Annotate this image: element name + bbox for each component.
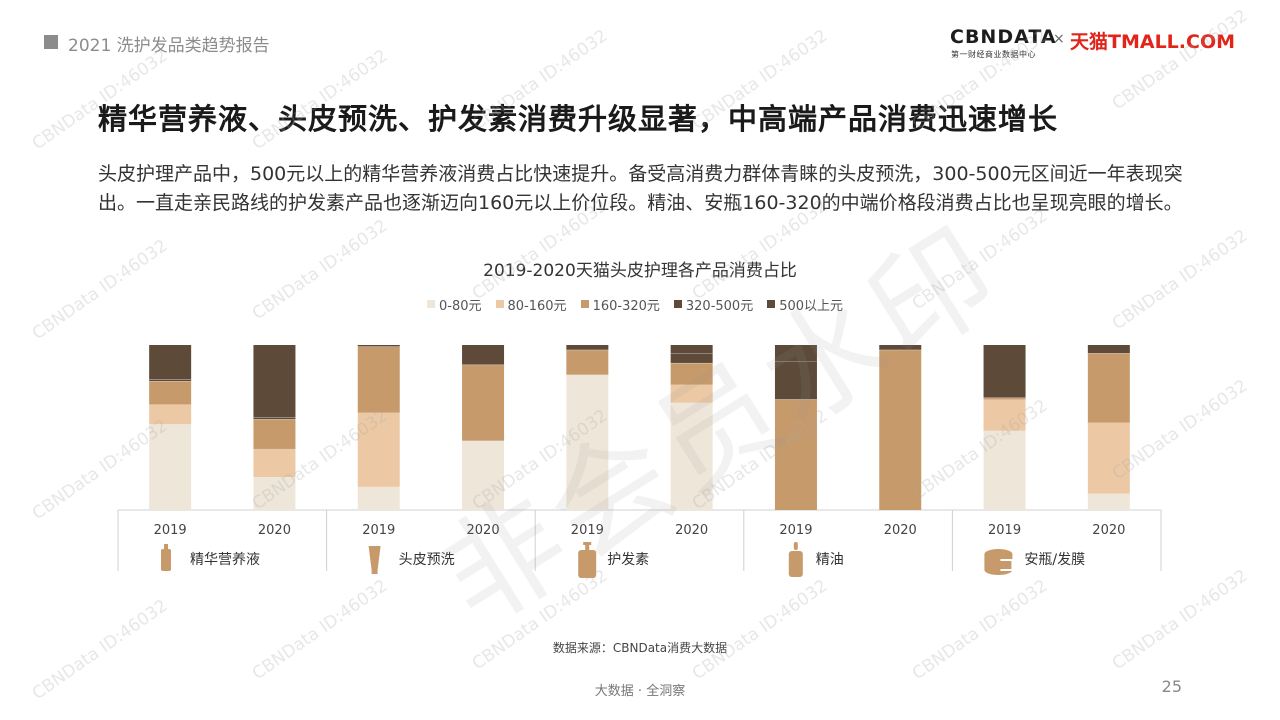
serum-bottle-icon xyxy=(161,549,171,571)
bar-segment xyxy=(149,424,192,510)
legend-label: 320-500元 xyxy=(685,298,754,314)
bar-segment xyxy=(462,440,505,510)
x-tick-label: 2020 xyxy=(1092,523,1125,538)
bar-segment xyxy=(983,399,1026,431)
data-source: 数据来源：CBNData消费大数据 xyxy=(552,641,728,655)
bar-segment xyxy=(670,384,713,403)
bar-segment xyxy=(149,345,192,380)
report-title: 2021 洗护发品类趋势报告 xyxy=(68,36,270,56)
page-title: 精华营养液、头皮预洗、护发素消费升级显著，中高端产品消费迅速增长 xyxy=(98,102,1059,136)
brand-separator: × xyxy=(1053,31,1065,47)
footer-tagline: 大数据 · 全洞察 xyxy=(594,684,686,699)
jar-icon xyxy=(984,565,1013,575)
group-label: 精华营养液 xyxy=(190,552,260,568)
pump-bottle-icon xyxy=(583,542,592,545)
bar-segment xyxy=(462,345,505,365)
x-tick-label: 2019 xyxy=(779,523,812,538)
group-label: 头皮预洗 xyxy=(399,552,455,568)
legend-item: 0-80元 xyxy=(427,295,482,314)
bar-segment xyxy=(774,399,817,510)
bar-segment xyxy=(149,379,192,382)
x-tick-label: 2020 xyxy=(258,523,291,538)
bar-segment xyxy=(879,345,922,350)
group-label: 护发素 xyxy=(607,552,649,568)
bar-segment xyxy=(357,412,400,487)
bar-segment xyxy=(774,345,817,362)
bar-segment xyxy=(149,381,192,405)
dropper-bottle-icon xyxy=(788,551,803,577)
x-tick-label: 2020 xyxy=(467,523,500,538)
bar-segment xyxy=(1087,493,1130,510)
bar-segment xyxy=(1087,345,1130,354)
bar-segment xyxy=(566,345,609,350)
bar-segment xyxy=(670,353,713,364)
bar-segment xyxy=(774,361,817,400)
bar-segment xyxy=(983,345,1026,398)
bar-segment xyxy=(670,345,713,354)
page-number: 25 xyxy=(1161,677,1182,696)
chart-legend: 0-80元 80-160元 160-320元 320-500元 500以上元 xyxy=(427,295,857,314)
bar-segment xyxy=(983,397,1026,400)
bar-segment xyxy=(879,349,922,510)
bar-segment xyxy=(357,345,400,347)
x-tick-label: 2019 xyxy=(154,523,187,538)
legend-item: 500以上元 xyxy=(767,295,843,314)
legend-label: 500以上元 xyxy=(779,298,844,314)
legend-item: 160-320元 xyxy=(580,295,660,314)
tube-icon xyxy=(368,546,381,570)
x-tick-label: 2020 xyxy=(675,523,708,538)
tube-icon xyxy=(371,570,378,574)
jar-icon xyxy=(1000,559,1014,571)
bar-segment xyxy=(253,477,296,510)
page-description: 头皮护理产品中，500元以上的精华营养液消费占比快速提升。备受高消费力群体青睐的… xyxy=(98,163,1183,214)
header-marker xyxy=(44,35,58,49)
bar-segment xyxy=(253,417,296,420)
bar-segment xyxy=(566,374,609,510)
group-label: 精油 xyxy=(816,552,844,568)
legend-swatch xyxy=(427,300,435,308)
pump-bottle-icon xyxy=(578,550,597,578)
legend-label: 0-80元 xyxy=(439,298,482,314)
bar-segment xyxy=(357,486,400,510)
cbndata-logo-subtitle: 第一财经商业数据中心 xyxy=(951,50,1036,59)
dropper-bottle-icon xyxy=(793,542,798,550)
bar-segment xyxy=(462,364,505,441)
legend-swatch xyxy=(767,300,776,308)
x-tick-label: 2019 xyxy=(362,523,395,538)
cbndata-logo: CBNDATA xyxy=(950,26,1057,48)
bar-segment xyxy=(253,419,296,449)
pump-bottle-icon xyxy=(585,545,590,550)
x-tick-label: 2019 xyxy=(988,523,1021,538)
tmall-logo: 天猫TMALL.COM xyxy=(1070,31,1236,53)
legend-item: 80-160元 xyxy=(495,295,567,314)
bar-segment xyxy=(1087,422,1130,494)
chart-title: 2019-2020天猫头皮护理各产品消费占比 xyxy=(483,261,797,281)
serum-bottle-icon xyxy=(164,544,168,549)
legend-label: 80-160元 xyxy=(507,298,567,314)
legend-swatch xyxy=(580,300,589,308)
legend-swatch xyxy=(495,300,504,308)
x-tick-label: 2020 xyxy=(884,523,917,538)
bar-segment xyxy=(357,346,400,413)
legend-label: 160-320元 xyxy=(592,298,660,314)
bar-segment xyxy=(670,363,713,385)
group-label: 安瓶/发膜 xyxy=(1024,552,1085,568)
bar-segment xyxy=(670,402,713,510)
bar-segment xyxy=(1087,353,1130,423)
bar-segment xyxy=(253,345,296,418)
bar-segment xyxy=(983,430,1026,510)
bar-segment xyxy=(253,448,296,477)
legend-swatch xyxy=(673,300,682,308)
bar-segment xyxy=(566,349,609,375)
bar-segment xyxy=(149,404,192,425)
brand-logos: CBNDATA 第一财经商业数据中心 × 天猫TMALL.COM xyxy=(950,26,1240,60)
legend-item: 320-500元 xyxy=(673,295,754,314)
x-tick-label: 2019 xyxy=(571,523,604,538)
